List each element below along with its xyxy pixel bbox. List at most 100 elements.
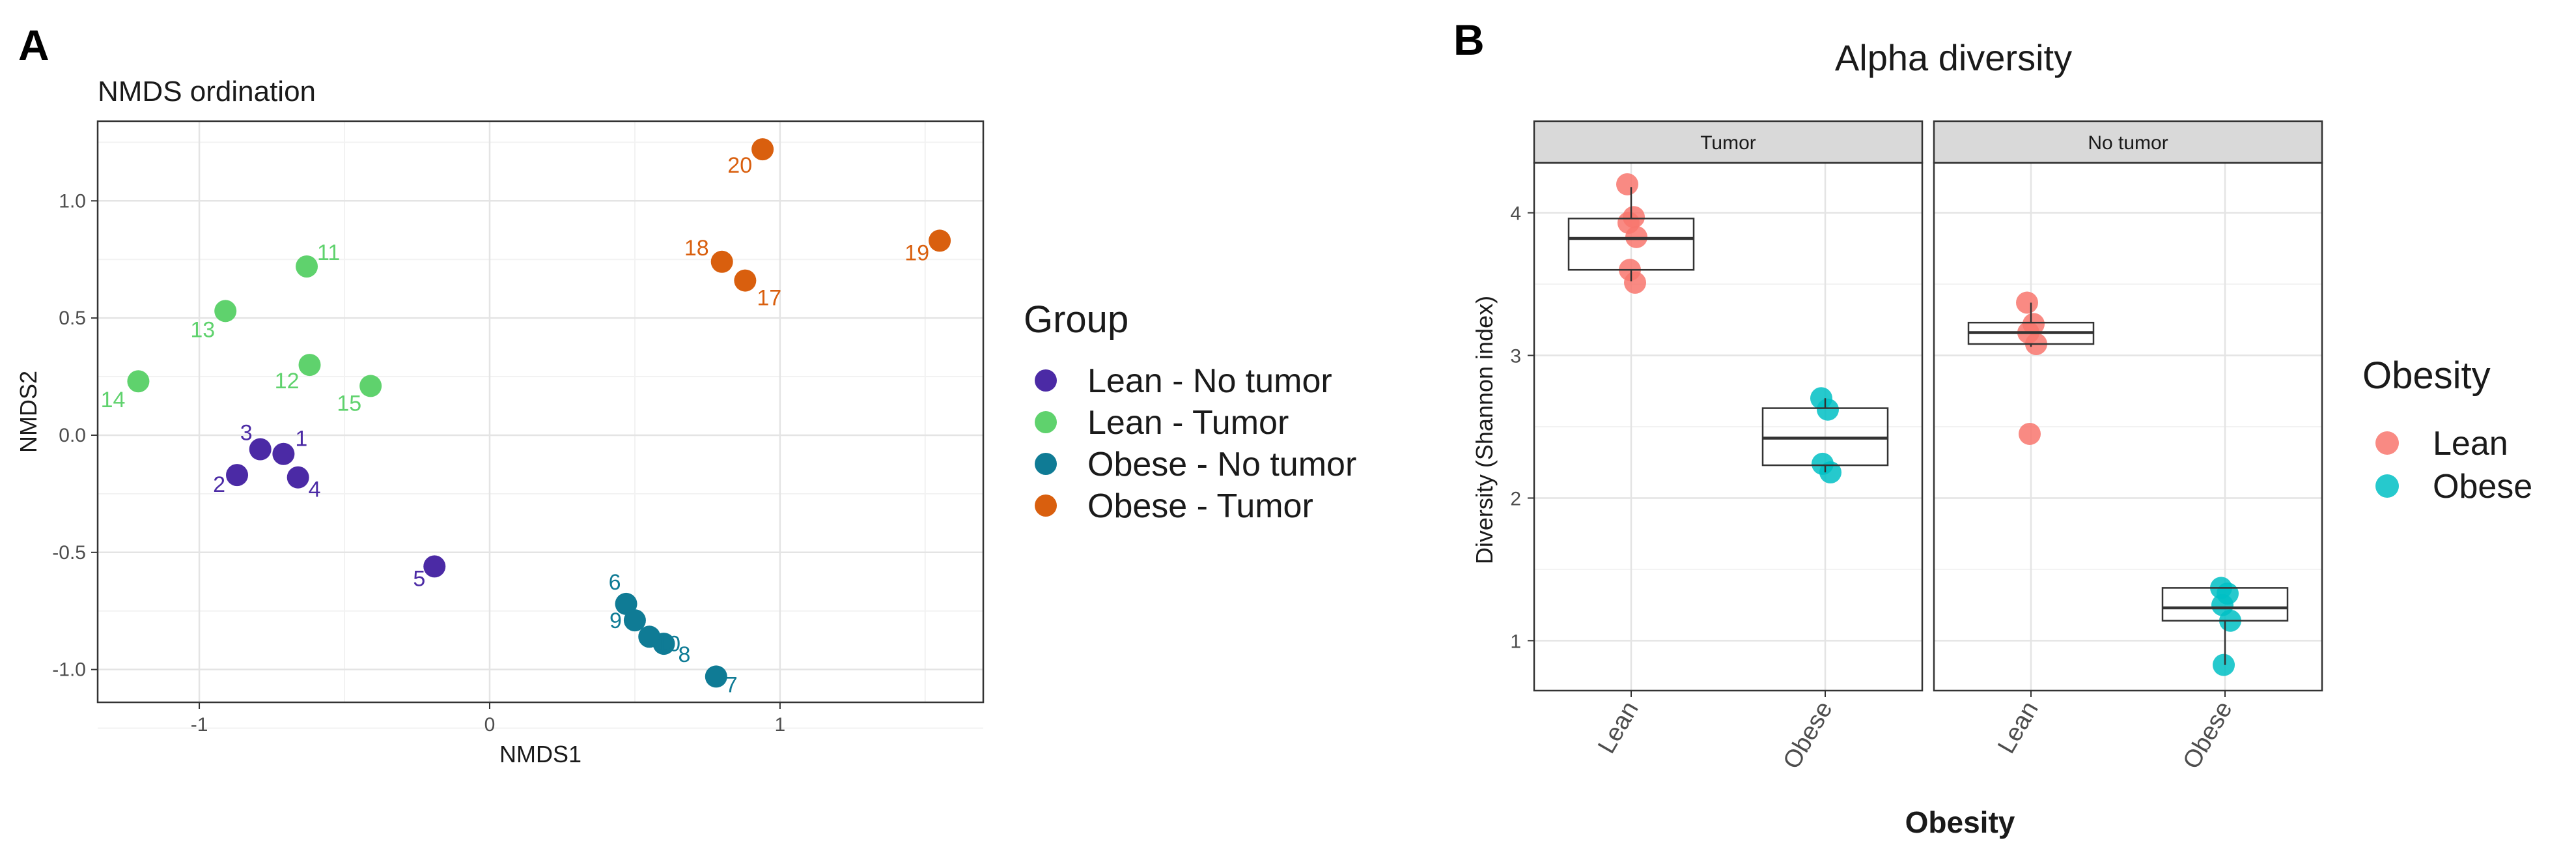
nmds-point-label: 12 bbox=[275, 369, 300, 394]
nmds-point-label: 18 bbox=[684, 236, 709, 261]
nmds-point-label: 20 bbox=[727, 153, 752, 178]
panel-label-b: B bbox=[1453, 16, 1485, 64]
alpha-facet: No tumor Lean Obese bbox=[1933, 120, 2323, 774]
nmds-point-label: 5 bbox=[413, 566, 425, 591]
alpha-title: Alpha diversity bbox=[1835, 37, 2072, 78]
alpha-facet: Tumor Lean Obese bbox=[1533, 120, 1924, 774]
nmds-plot-area bbox=[98, 121, 983, 702]
nmds-point-label: 4 bbox=[309, 478, 321, 502]
nmds-point-label: 19 bbox=[904, 240, 929, 265]
nmds-point bbox=[214, 300, 237, 322]
alpha-y-tick-label: 4 bbox=[1510, 203, 1521, 225]
nmds-y-tick-label: 1.0 bbox=[59, 190, 86, 212]
nmds-y-tick-label: -0.5 bbox=[52, 542, 86, 564]
alpha-legend-title: Obesity bbox=[2362, 354, 2491, 397]
nmds-point-label: 9 bbox=[609, 609, 622, 633]
nmds-point bbox=[249, 438, 272, 461]
alpha-diversity-chart: Alpha diversity Tumor Lean Obese No tumor Le… bbox=[1471, 37, 2532, 839]
nmds-point bbox=[127, 370, 150, 393]
nmds-legend-label: Lean - Tumor bbox=[1087, 404, 1289, 442]
nmds-chart: NMDS ordination -1 0 11.00.50.0-0.5-1.0 12… bbox=[15, 76, 1356, 767]
nmds-point bbox=[298, 354, 321, 377]
alpha-x-axis-label: Obesity bbox=[1905, 805, 2015, 839]
nmds-legend-key bbox=[1035, 494, 1057, 517]
nmds-y-tick-label: 0.0 bbox=[59, 425, 86, 446]
alpha-x-tick-label: Obese bbox=[1778, 697, 1838, 774]
nmds-point bbox=[638, 625, 661, 648]
nmds-y-tick-label: 0.5 bbox=[59, 308, 86, 329]
alpha-y-ticks: 4 3 2 1 bbox=[1510, 203, 1534, 652]
nmds-point bbox=[929, 229, 951, 252]
nmds-point-label: 13 bbox=[190, 317, 215, 342]
nmds-point-label: 1 bbox=[295, 427, 307, 452]
alpha-legend: Obesity Lean Obese bbox=[2362, 354, 2532, 506]
nmds-point bbox=[226, 464, 249, 487]
alpha-point bbox=[1624, 271, 1646, 294]
alpha-x-tick-label: Lean bbox=[1593, 697, 1644, 758]
nmds-x-tick-label: 1 bbox=[775, 714, 786, 736]
nmds-point-label: 11 bbox=[317, 240, 340, 265]
nmds-point bbox=[751, 138, 774, 161]
nmds-x-axis-label: NMDS1 bbox=[499, 741, 581, 767]
nmds-point bbox=[359, 375, 382, 397]
alpha-legend-key bbox=[2375, 474, 2399, 498]
nmds-legend-key bbox=[1035, 411, 1057, 433]
alpha-point bbox=[2213, 653, 2235, 676]
alpha-facet-border bbox=[1933, 162, 2323, 692]
nmds-title: NMDS ordination bbox=[98, 76, 316, 108]
alpha-facets: Tumor Lean Obese No tumor Lean Obese bbox=[1533, 120, 2323, 774]
nmds-point-label: 14 bbox=[101, 388, 126, 412]
alpha-x-tick-label: Lean bbox=[1993, 697, 2044, 758]
nmds-legend: Group Lean - No tumor Lean - Tumor Obese -… bbox=[1024, 298, 1356, 525]
nmds-point bbox=[272, 442, 295, 465]
nmds-point-label: 15 bbox=[337, 391, 361, 416]
alpha-point bbox=[1616, 173, 1638, 195]
panel-label-a: A bbox=[18, 21, 49, 69]
nmds-legend-label: Obese - No tumor bbox=[1087, 446, 1356, 483]
nmds-point bbox=[710, 250, 733, 273]
alpha-y-tick-label: 3 bbox=[1510, 346, 1521, 367]
nmds-point bbox=[615, 592, 637, 615]
nmds-x-tick-label: -1 bbox=[191, 714, 208, 736]
nmds-point-label: 17 bbox=[757, 286, 781, 311]
alpha-box bbox=[1567, 218, 1695, 271]
nmds-point-label: 2 bbox=[213, 472, 225, 497]
alpha-facet-strip-label: Tumor bbox=[1700, 132, 1756, 154]
alpha-box bbox=[2161, 587, 2289, 622]
alpha-point bbox=[2016, 291, 2038, 314]
alpha-y-axis-label: Diversity (Shannon index) bbox=[1471, 296, 1498, 564]
nmds-ticks: -1 0 1 1.0 0.5 0.0 -0.5 -1.0 bbox=[52, 190, 785, 736]
alpha-legend-label: Lean bbox=[2433, 425, 2508, 463]
nmds-x-tick-label: 0 bbox=[484, 714, 496, 736]
alpha-x-tick-label: Obese bbox=[2177, 697, 2237, 774]
alpha-facet-strip bbox=[1933, 120, 2323, 164]
nmds-point-label: 10 bbox=[656, 631, 680, 656]
alpha-legend-key bbox=[2375, 431, 2399, 455]
nmds-legend-title: Group bbox=[1024, 298, 1128, 341]
nmds-point-label: 3 bbox=[240, 421, 253, 446]
nmds-legend-key bbox=[1035, 453, 1057, 475]
nmds-y-axis-label: NMDS2 bbox=[15, 371, 42, 453]
nmds-point bbox=[296, 255, 318, 278]
nmds-point-label: 6 bbox=[609, 570, 621, 595]
alpha-point bbox=[2019, 422, 2041, 445]
nmds-point bbox=[623, 609, 646, 632]
alpha-facet-border bbox=[1533, 162, 1924, 692]
nmds-plot-border bbox=[96, 120, 985, 704]
nmds-y-tick-label: -1.0 bbox=[52, 659, 86, 681]
nmds-point bbox=[705, 665, 727, 688]
nmds-legend-key bbox=[1035, 369, 1057, 392]
alpha-legend-label: Obese bbox=[2433, 468, 2532, 506]
nmds-point bbox=[287, 466, 309, 489]
alpha-point bbox=[1817, 398, 1839, 421]
alpha-facet-strip-label: No tumor bbox=[2088, 132, 2168, 154]
nmds-point bbox=[423, 555, 446, 578]
nmds-legend-label: Lean - No tumor bbox=[1087, 362, 1332, 400]
alpha-y-tick-label: 1 bbox=[1510, 631, 1521, 652]
nmds-point bbox=[734, 269, 757, 292]
nmds-point-label: 8 bbox=[679, 642, 691, 667]
nmds-legend-label: Obese - Tumor bbox=[1087, 487, 1313, 525]
nmds-point-label: 7 bbox=[725, 672, 738, 697]
